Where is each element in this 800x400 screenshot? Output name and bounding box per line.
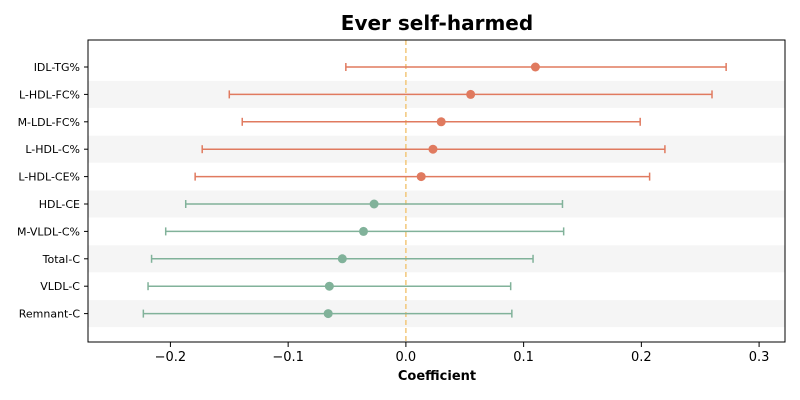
y-tick-label: Remnant-C (19, 308, 81, 321)
point-estimate (369, 199, 379, 209)
x-tick-label: −0.1 (272, 350, 304, 365)
point-estimate (530, 62, 540, 72)
point-estimate (337, 254, 347, 264)
x-axis-label: Coefficient (398, 369, 476, 384)
y-tick-label: M-VLDL-C% (17, 225, 80, 238)
x-tick-label: 0.2 (631, 350, 652, 365)
x-axis: −0.2 −0.1 0.0 0.1 0.2 0.3 (155, 342, 770, 365)
y-tick-label: L-HDL-CE% (18, 171, 80, 184)
chart-title: Ever self-harmed (341, 11, 533, 35)
x-tick-label: 0.0 (396, 350, 417, 365)
x-tick-label: 0.1 (513, 350, 534, 365)
y-tick-label: L-HDL-C% (25, 143, 80, 156)
point-estimate (428, 144, 438, 154)
x-tick-label: 0.3 (749, 350, 770, 365)
y-tick-label: Total-C (42, 253, 81, 266)
y-tick-label: VLDL-C (40, 280, 80, 293)
point-estimate (323, 309, 333, 319)
point-estimate (359, 226, 369, 236)
y-axis: IDL-TG% L-HDL-FC% M-LDL-FC% L-HDL-C% L-HDL-C… (17, 61, 88, 321)
point-estimate (436, 117, 446, 127)
x-tick-label: −0.2 (155, 350, 187, 365)
y-tick-label: L-HDL-FC% (19, 88, 80, 101)
point-estimate (416, 172, 426, 182)
point-estimate (466, 89, 476, 99)
y-tick-label: M-LDL-FC% (18, 116, 80, 129)
y-tick-label: IDL-TG% (34, 61, 80, 74)
y-tick-label: HDL-CE (39, 198, 80, 211)
coefficient-marks (142, 62, 727, 319)
plot-frame (87, 39, 786, 343)
point-estimate (324, 281, 334, 291)
